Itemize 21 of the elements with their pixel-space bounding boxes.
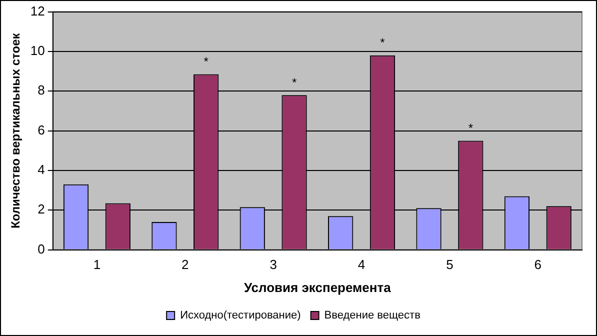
x-tick-label: 5 bbox=[446, 257, 454, 272]
x-tick-label: 6 bbox=[534, 257, 542, 272]
legend-label: Введение веществ bbox=[324, 310, 421, 322]
y-axis-title: Количество вертикальных стоек bbox=[8, 32, 23, 228]
y-tick-label: 2 bbox=[38, 202, 45, 217]
data-label: * bbox=[292, 75, 297, 90]
data-label: * bbox=[468, 121, 474, 136]
x-tick-label: 2 bbox=[182, 257, 189, 272]
y-tick-label: 12 bbox=[30, 3, 45, 18]
y-tick-label: 8 bbox=[38, 82, 45, 98]
y-tick-label: 10 bbox=[30, 43, 45, 58]
x-axis-title: Условия эксперемента bbox=[244, 280, 392, 295]
legend-label: Исходно(тестирование) bbox=[180, 310, 301, 322]
x-tick-label: 4 bbox=[358, 257, 366, 272]
data-label: * bbox=[380, 36, 386, 50]
x-tick-label: 1 bbox=[93, 257, 101, 272]
data-label: * bbox=[204, 54, 209, 69]
y-tick-label: 4 bbox=[38, 162, 45, 178]
y-tick-label: 0 bbox=[38, 241, 45, 256]
x-tick-label: 3 bbox=[270, 257, 277, 272]
y-tick-label: 6 bbox=[38, 122, 45, 138]
